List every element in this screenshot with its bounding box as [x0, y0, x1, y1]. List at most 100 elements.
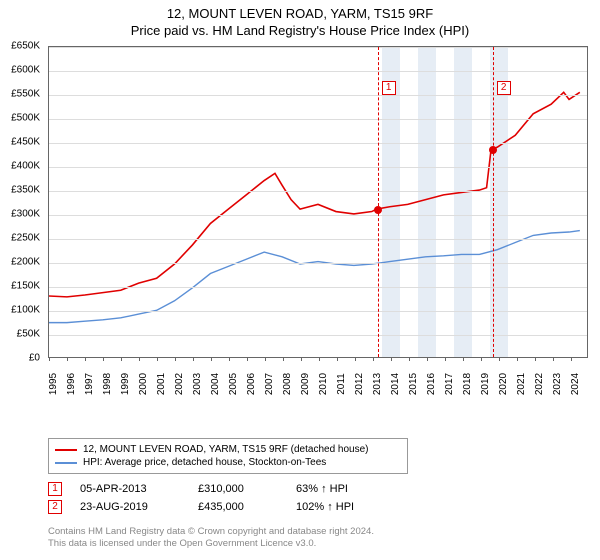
- y-tick-label: £450K: [11, 137, 40, 148]
- x-tick-label: 2021: [516, 373, 527, 395]
- series-line-hpi: [49, 231, 580, 323]
- sale-number-box: 1: [48, 482, 62, 496]
- legend-label: 12, MOUNT LEVEN ROAD, YARM, TS15 9RF (de…: [83, 444, 368, 455]
- x-tick-label: 2005: [228, 373, 239, 395]
- x-tick: [499, 357, 500, 361]
- x-tick: [427, 357, 428, 361]
- title-block: 12, MOUNT LEVEN ROAD, YARM, TS15 9RF Pri…: [0, 0, 600, 40]
- x-tick: [211, 357, 212, 361]
- x-tick-label: 2010: [318, 373, 329, 395]
- gridline: [49, 287, 587, 288]
- title-subtitle: Price paid vs. HM Land Registry's House …: [0, 23, 600, 38]
- x-tick: [265, 357, 266, 361]
- x-tick: [445, 357, 446, 361]
- gridline: [49, 335, 587, 336]
- x-tick-label: 2007: [264, 373, 275, 395]
- x-tick-label: 2000: [138, 373, 149, 395]
- x-tick-label: 2009: [300, 373, 311, 395]
- x-tick: [319, 357, 320, 361]
- gridline: [49, 191, 587, 192]
- sale-dot: [489, 146, 497, 154]
- sale-price: £310,000: [198, 483, 278, 495]
- legend-label: HPI: Average price, detached house, Stoc…: [83, 457, 326, 468]
- y-tick-label: £300K: [11, 209, 40, 220]
- legend-row: HPI: Average price, detached house, Stoc…: [55, 456, 401, 469]
- y-tick-label: £350K: [11, 185, 40, 196]
- x-tick: [121, 357, 122, 361]
- sale-row: 105-APR-2013£310,00063% ↑ HPI: [48, 480, 396, 498]
- gridline: [49, 71, 587, 72]
- gridline: [49, 119, 587, 120]
- x-tick-label: 2006: [246, 373, 257, 395]
- x-tick-label: 2020: [498, 373, 509, 395]
- y-tick-label: £600K: [11, 65, 40, 76]
- series-line-price_paid: [49, 92, 580, 297]
- sales-table: 105-APR-2013£310,00063% ↑ HPI223-AUG-201…: [48, 480, 396, 516]
- gridline: [49, 95, 587, 96]
- x-tick: [49, 357, 50, 361]
- y-tick-label: £250K: [11, 233, 40, 244]
- legend-row: 12, MOUNT LEVEN ROAD, YARM, TS15 9RF (de…: [55, 443, 401, 456]
- x-tick-label: 2004: [210, 373, 221, 395]
- y-tick-label: £100K: [11, 305, 40, 316]
- sale-vline: [493, 47, 494, 357]
- x-tick-label: 2017: [444, 373, 455, 395]
- x-tick-label: 1996: [66, 373, 77, 395]
- x-tick-label: 2011: [336, 373, 347, 395]
- x-tick: [517, 357, 518, 361]
- footer-text: Contains HM Land Registry data © Crown c…: [48, 526, 374, 551]
- legend-swatch: [55, 462, 77, 464]
- x-tick-label: 2003: [192, 373, 203, 395]
- footer-line1: Contains HM Land Registry data © Crown c…: [48, 526, 374, 538]
- legend-swatch: [55, 449, 77, 451]
- x-tick: [139, 357, 140, 361]
- x-tick-label: 2015: [408, 373, 419, 395]
- x-tick-label: 1995: [48, 373, 59, 395]
- gridline: [49, 239, 587, 240]
- sale-price: £435,000: [198, 501, 278, 513]
- x-tick: [391, 357, 392, 361]
- x-tick: [103, 357, 104, 361]
- x-axis: 1995 1996 1997 1998 1999 2000 2001 2002 2003 2004…: [48, 362, 588, 396]
- x-tick: [247, 357, 248, 361]
- x-tick: [193, 357, 194, 361]
- x-tick: [409, 357, 410, 361]
- sale-dot: [374, 206, 382, 214]
- y-tick-label: £0: [29, 353, 40, 364]
- x-tick: [571, 357, 572, 361]
- sale-number-box: 2: [48, 500, 62, 514]
- sale-pct: 102% ↑ HPI: [296, 501, 396, 513]
- x-tick: [85, 357, 86, 361]
- x-tick: [535, 357, 536, 361]
- x-tick-label: 2019: [480, 373, 491, 395]
- x-tick-label: 1997: [84, 373, 95, 395]
- x-tick-label: 2023: [552, 373, 563, 395]
- gridline: [49, 263, 587, 264]
- y-tick-label: £150K: [11, 281, 40, 292]
- x-tick-label: 2002: [174, 373, 185, 395]
- sale-marker-label: 2: [497, 81, 511, 95]
- sale-vline: [378, 47, 379, 357]
- x-tick-label: 1999: [120, 373, 131, 395]
- x-tick-label: 2012: [354, 373, 365, 395]
- sale-marker-label: 1: [382, 81, 396, 95]
- x-tick: [157, 357, 158, 361]
- x-tick-label: 2024: [570, 373, 581, 395]
- gridline: [49, 215, 587, 216]
- title-address: 12, MOUNT LEVEN ROAD, YARM, TS15 9RF: [0, 6, 600, 21]
- x-tick-label: 2014: [390, 373, 401, 395]
- gridline: [49, 167, 587, 168]
- sale-date: 23-AUG-2019: [80, 501, 180, 513]
- legend: 12, MOUNT LEVEN ROAD, YARM, TS15 9RF (de…: [48, 438, 408, 474]
- x-tick: [373, 357, 374, 361]
- x-tick-label: 2022: [534, 373, 545, 395]
- x-tick: [337, 357, 338, 361]
- x-tick: [175, 357, 176, 361]
- gridline: [49, 143, 587, 144]
- x-tick-label: 1998: [102, 373, 113, 395]
- x-tick-label: 2001: [156, 373, 167, 395]
- sale-pct: 63% ↑ HPI: [296, 483, 396, 495]
- y-tick-label: £550K: [11, 89, 40, 100]
- plot-area: 12: [48, 46, 588, 358]
- x-tick: [229, 357, 230, 361]
